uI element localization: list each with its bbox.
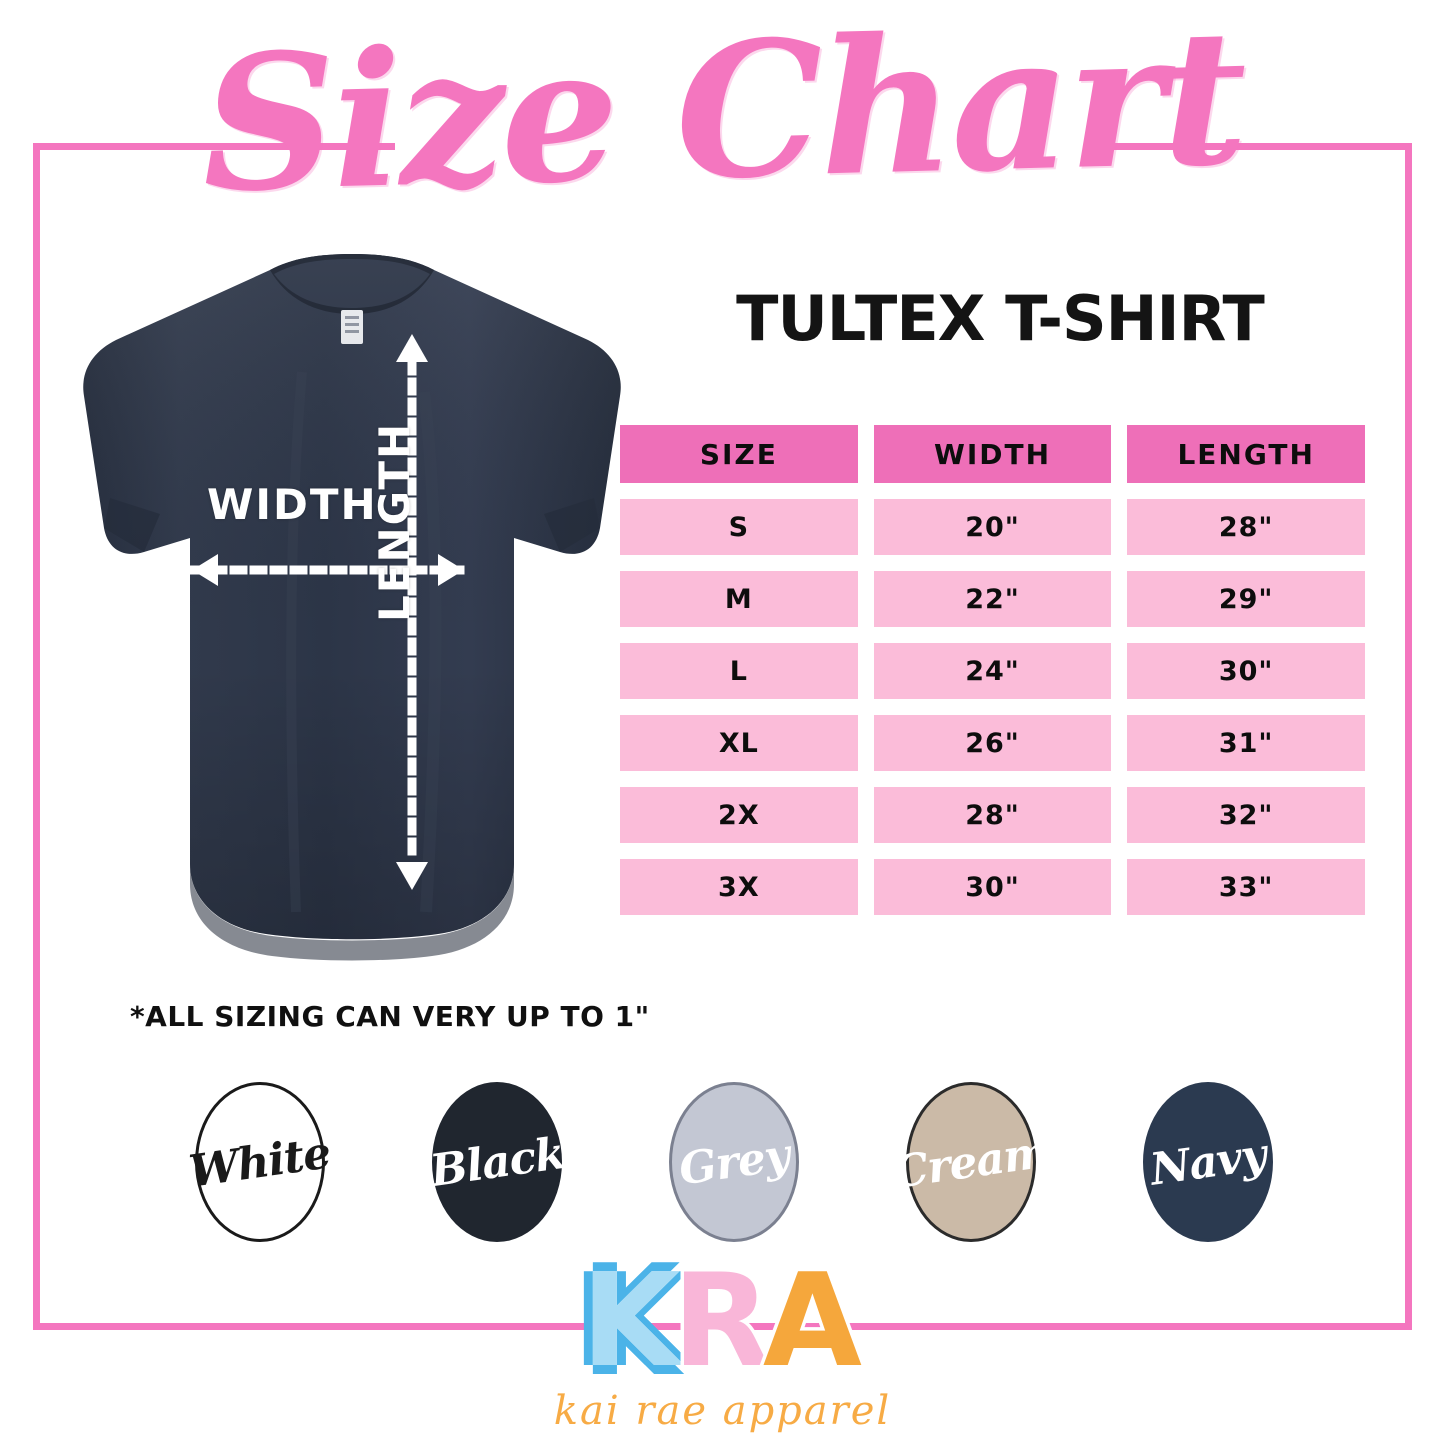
swatch-label: Black: [426, 1127, 568, 1197]
cell-size: 2X: [620, 787, 858, 843]
column-header-length: LENGTH: [1127, 425, 1366, 483]
cell-length: 28": [1127, 499, 1366, 555]
column-header-size: SIZE: [620, 425, 858, 483]
swatch-label: White: [186, 1126, 334, 1198]
logo-letter-r: R: [669, 1247, 775, 1396]
table-header-row: SIZE WIDTH LENGTH: [620, 425, 1366, 483]
color-swatch-grey[interactable]: Grey: [669, 1082, 799, 1242]
color-swatch-black[interactable]: Black: [427, 1082, 567, 1242]
swatch-label: Cream: [890, 1125, 1052, 1199]
table-row: 3X 30" 33": [620, 859, 1366, 915]
cell-width: 26": [873, 715, 1112, 771]
table-row: L 24" 30": [620, 643, 1366, 699]
cell-length: 31": [1127, 715, 1366, 771]
table-row: XL 26" 31": [620, 715, 1366, 771]
color-swatch-white[interactable]: White: [186, 1082, 334, 1242]
swatch-label: Navy: [1147, 1128, 1269, 1196]
logo-letters: KRA: [0, 1247, 1445, 1396]
table-row: S 20" 28": [620, 499, 1366, 555]
page-title-script: Size Chart: [199, 0, 1246, 234]
color-swatch-row: White Black Grey Cream Navy: [186, 1082, 1273, 1247]
table-row: M 22" 29": [620, 571, 1366, 627]
color-swatch-navy[interactable]: Navy: [1143, 1082, 1273, 1242]
cell-length: 30": [1127, 643, 1366, 699]
tshirt-illustration: WIDTH LENGTH: [52, 252, 652, 972]
cell-width: 22": [873, 571, 1112, 627]
sizing-disclaimer: *ALL SIZING CAN VERY UP TO 1": [130, 1000, 650, 1033]
cell-size: S: [620, 499, 858, 555]
table-row: 2X 28" 32": [620, 787, 1366, 843]
product-title: TULTEX T-SHIRT: [736, 282, 1265, 355]
cell-size: L: [620, 643, 858, 699]
swatch-label: Grey: [675, 1129, 793, 1195]
cell-width: 28": [873, 787, 1112, 843]
cell-width: 30": [873, 859, 1112, 915]
logo-letter-a: A: [759, 1247, 865, 1396]
tshirt-svg: [83, 254, 621, 961]
frame-top-gap: [395, 137, 1095, 157]
color-swatch-cream[interactable]: Cream: [890, 1082, 1052, 1242]
column-header-width: WIDTH: [873, 425, 1112, 483]
cell-length: 33": [1127, 859, 1366, 915]
cell-width: 20": [873, 499, 1112, 555]
cell-length: 32": [1127, 787, 1366, 843]
logo-tagline: kai rae apparel: [553, 1388, 892, 1434]
cell-size: M: [620, 571, 858, 627]
logo-letter-k: K: [578, 1247, 684, 1396]
cell-size: 3X: [620, 859, 858, 915]
cell-width: 24": [873, 643, 1112, 699]
cell-length: 29": [1127, 571, 1366, 627]
brand-logo: KRA kai rae apparel: [0, 1247, 1445, 1434]
cell-size: XL: [620, 715, 858, 771]
size-table: SIZE WIDTH LENGTH S 20" 28" M 22" 29" L …: [620, 425, 1366, 931]
